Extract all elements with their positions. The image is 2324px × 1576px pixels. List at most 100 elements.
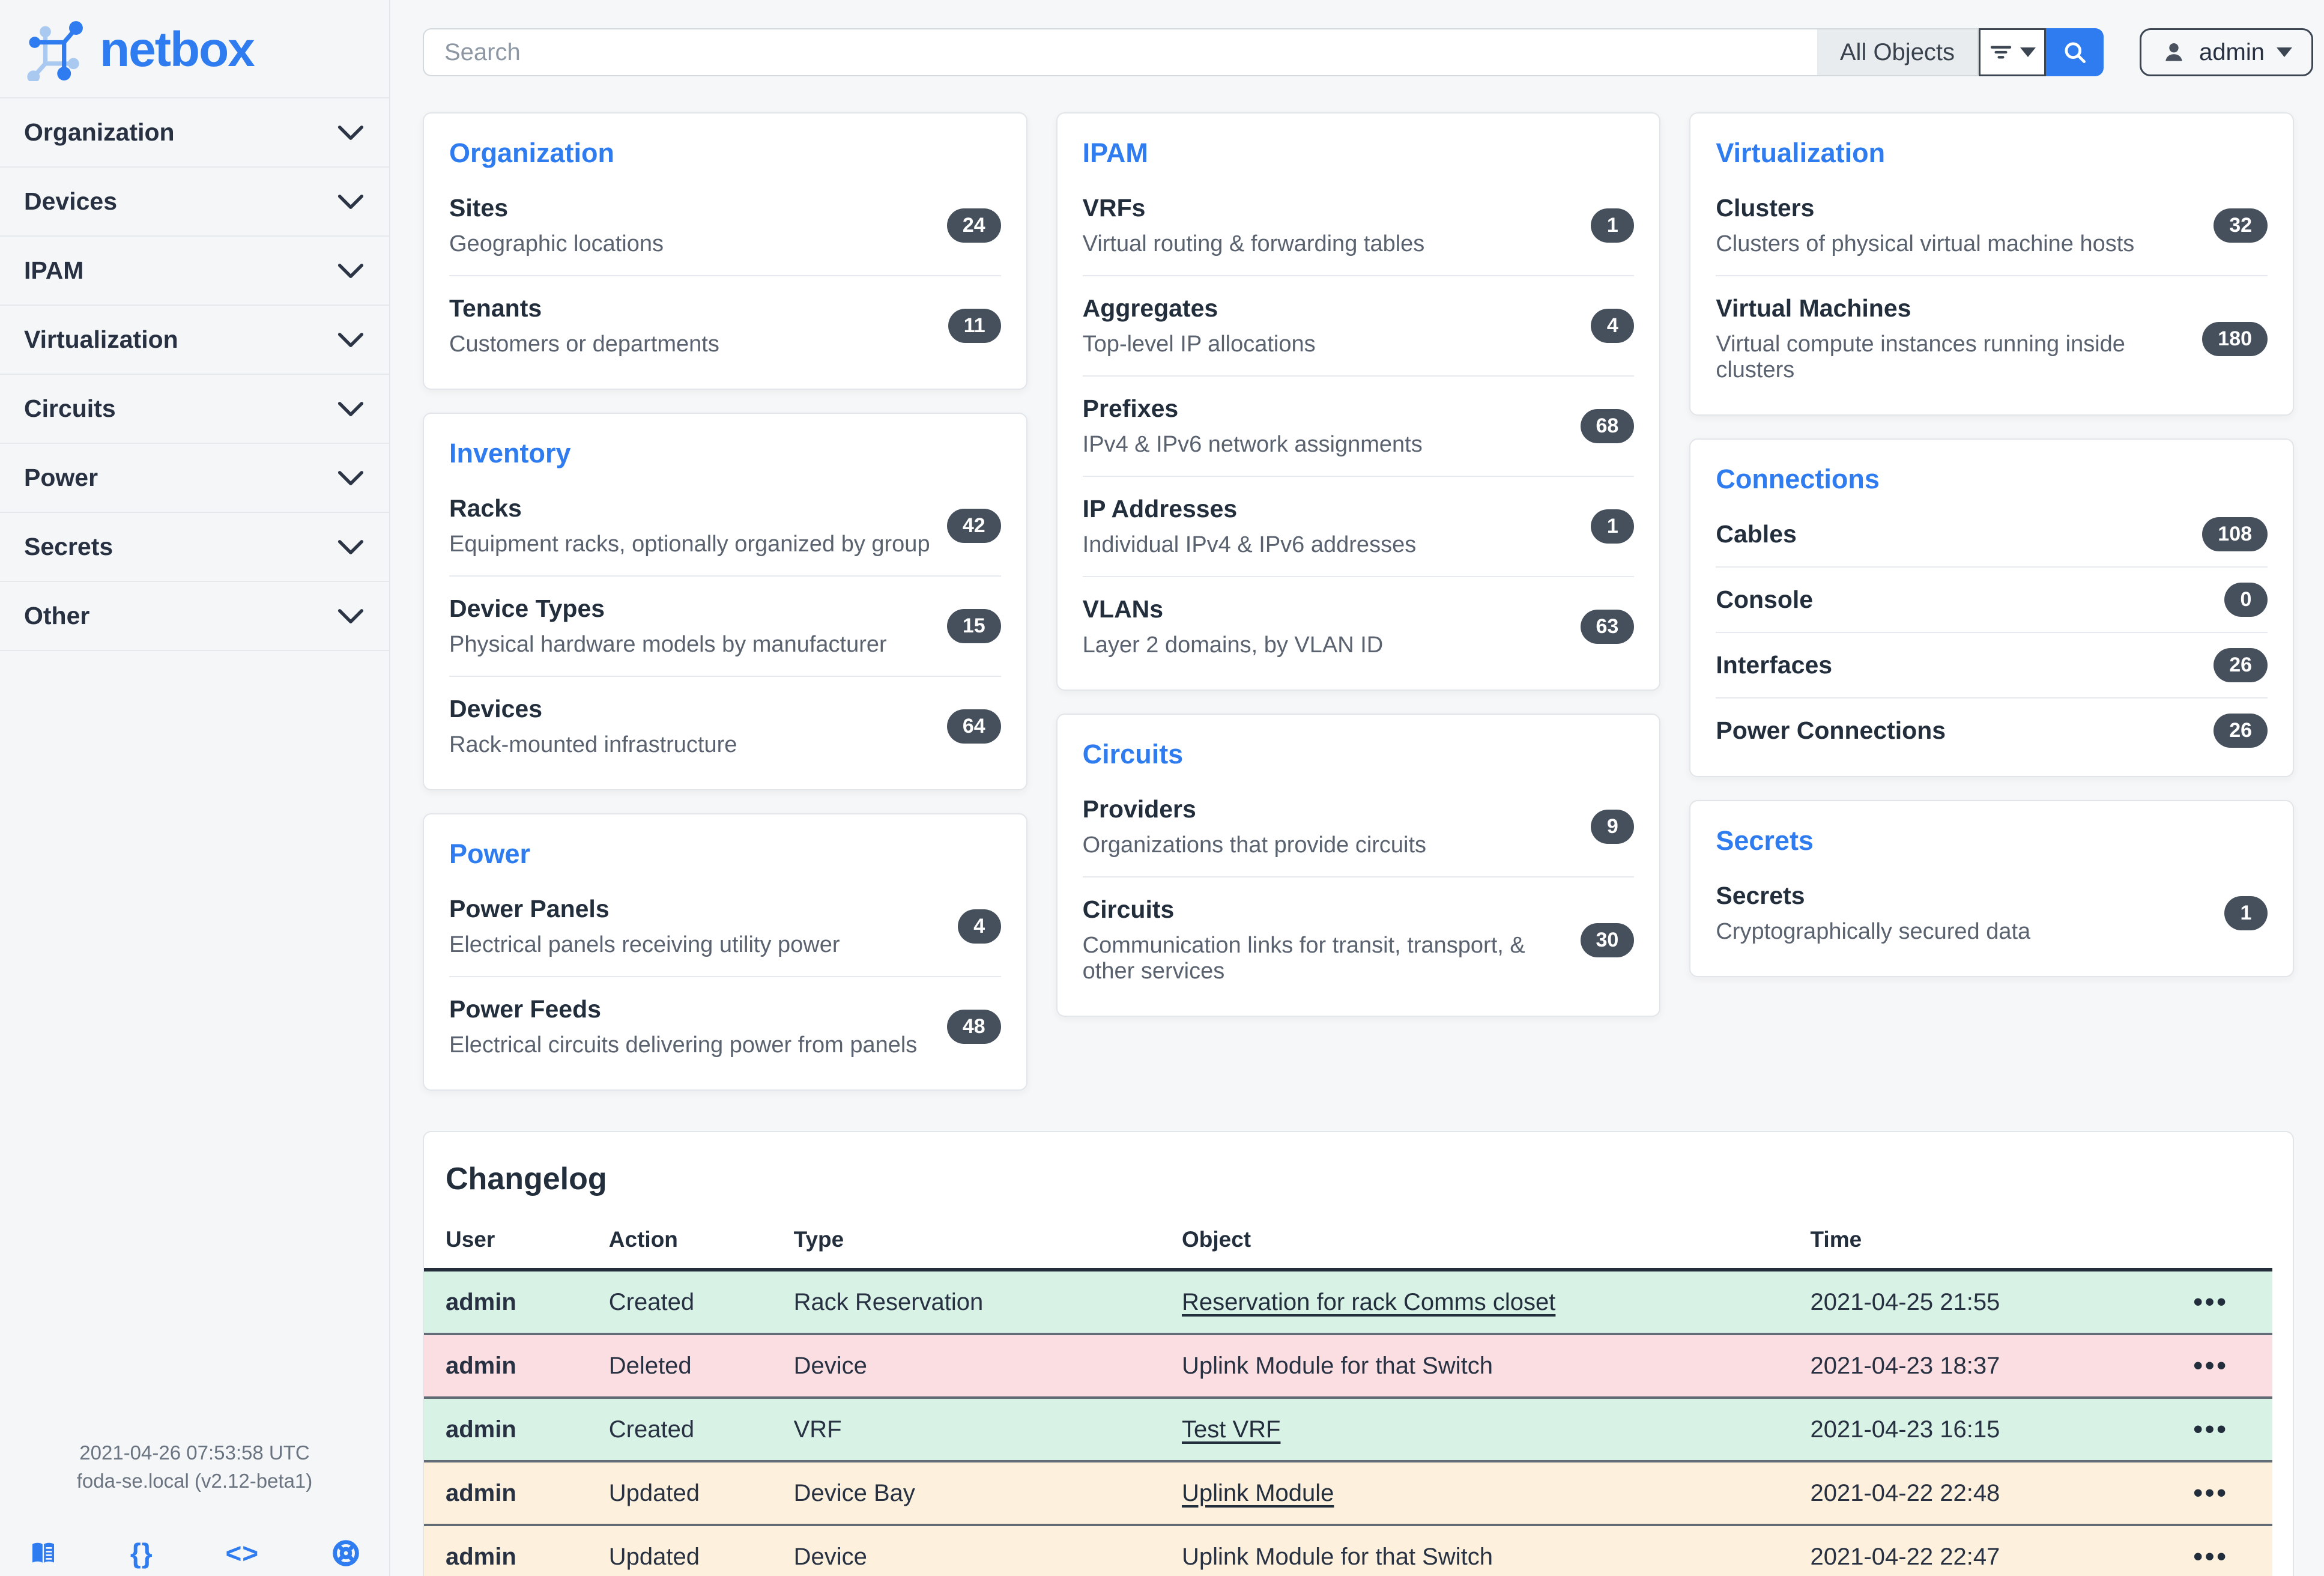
item-description: Electrical circuits delivering power fro… [449,1032,918,1058]
count-badge: 1 [1591,208,1635,243]
changelog-object-link[interactable]: Test VRF [1181,1416,1281,1443]
card-item-cables[interactable]: Cables 108 [1716,502,2268,566]
sidebar-item-label: Power [24,464,98,491]
changelog-action: Updated [608,1524,794,1576]
sidebar-item-virtualization[interactable]: Virtualization [0,306,389,375]
count-badge: 15 [946,609,1001,643]
card-power: Power Power Panels Electrical panels rec… [423,813,1027,1091]
item-description: Clusters of physical virtual machine hos… [1716,231,2135,256]
changelog-column-user: User [424,1227,609,1271]
count-badge: 180 [2202,321,2268,356]
card-item-aggregates[interactable]: Aggregates Top-level IP allocations 4 [1082,275,1635,375]
item-description: Electrical panels receiving utility powe… [449,932,840,957]
changelog-row-menu-button[interactable]: ••• [2161,1333,2272,1398]
item-label: Prefixes [1082,395,1179,422]
card-item-providers[interactable]: Providers Organizations that provide cir… [1083,777,1635,876]
chevron-down-icon [337,125,364,140]
changelog-row: admin Updated Device Uplink Module for t… [424,1524,2272,1576]
changelog-row-menu-button[interactable]: ••• [2161,1396,2272,1461]
card-item-circuits[interactable]: Circuits Communication links for transit… [1082,876,1635,1002]
sidebar-item-secrets[interactable]: Secrets [0,513,389,582]
item-label: Device Types [449,595,605,622]
changelog-object-link[interactable]: Uplink Module [1181,1479,1334,1506]
sidebar-item-ipam[interactable]: IPAM [0,237,389,306]
card-inventory: Inventory Racks Equipment racks, optiona… [423,413,1027,790]
item-label: Console [1716,586,1814,613]
changelog-object-link[interactable]: Reservation for rack Comms closet [1181,1288,1556,1315]
search-submit-button[interactable] [2046,28,2104,76]
card-item-secrets[interactable]: Secrets Cryptographically secured data 1 [1716,864,2268,963]
card-item-vlans[interactable]: VLANs Layer 2 domains, by VLAN ID 63 [1082,576,1635,676]
item-label: Secrets [1716,882,1805,909]
help-lifebuoy-icon[interactable] [331,1538,360,1569]
item-label: Cables [1716,520,1797,548]
count-badge: 1 [2224,896,2268,930]
count-badge: 0 [2224,583,2268,617]
sidebar-item-devices[interactable]: Devices [0,168,389,237]
api-braces-icon[interactable]: {} [130,1538,153,1569]
sidebar-item-other[interactable]: Other [0,582,389,651]
card-title: Connections [1716,464,1880,494]
card-title: Organization [449,138,615,168]
card-title: IPAM [1082,138,1148,168]
card-item-racks[interactable]: Racks Equipment racks, optionally organi… [449,476,1001,575]
changelog-user: admin [424,1524,609,1576]
card-item-interfaces[interactable]: Interfaces 26 [1716,632,2268,697]
search-input[interactable] [423,28,1817,76]
card-item-virtual-machines[interactable]: Virtual Machines Virtual compute instanc… [1716,275,2268,401]
count-badge: 24 [946,208,1001,243]
sidebar-item-power[interactable]: Power [0,444,389,513]
card-item-console[interactable]: Console 0 [1716,566,2268,632]
item-label: Racks [449,494,522,522]
sidebar-footer: 2021-04-26 07:53:58 UTC foda-se.local (v… [0,1439,389,1569]
grid-column-3: Virtualization Clusters Clusters of phys… [1689,112,2295,1091]
card-item-devices[interactable]: Devices Rack-mounted infrastructure 64 [449,676,1001,776]
changelog-row-menu-button[interactable]: ••• [2161,1524,2272,1576]
card-item-vrfs[interactable]: VRFs Virtual routing & forwarding tables… [1083,176,1635,275]
card-organization: Organization Sites Geographic locations … [423,112,1027,390]
card-item-prefixes[interactable]: Prefixes IPv4 & IPv6 network assignments… [1082,375,1635,476]
chevron-down-icon [2277,47,2292,57]
card-item-device-types[interactable]: Device Types Physical hardware models by… [449,575,1001,676]
dashboard-grid: Organization Sites Geographic locations … [423,112,2295,1091]
count-badge: 9 [1591,810,1635,844]
card-item-clusters[interactable]: Clusters Clusters of physical virtual ma… [1716,176,2268,275]
sidebar: netbox Organization Devices IPAM Virtual… [0,0,390,1576]
changelog-user: admin [424,1333,609,1398]
sidebar-item-label: Circuits [24,395,116,422]
docs-book-icon[interactable] [29,1538,58,1569]
netbox-logo[interactable]: netbox [0,0,389,97]
item-label: Interfaces [1716,651,1833,679]
changelog-action: Updated [608,1460,794,1525]
item-description: Equipment racks, optionally organized by… [449,532,930,557]
changelog-time: 2021-04-22 22:48 [1810,1460,2162,1525]
sidebar-item-circuits[interactable]: Circuits [0,375,389,444]
sidebar-item-label: Organization [24,118,175,146]
changelog-time: 2021-04-23 18:37 [1810,1333,2162,1398]
item-label: VLANs [1082,595,1164,623]
changelog-object-text: Uplink Module for that Switch [1181,1352,1493,1379]
count-badge: 30 [1580,923,1635,957]
item-label: Sites [449,194,508,222]
changelog-row-menu-button[interactable]: ••• [2161,1270,2272,1334]
card-item-sites[interactable]: Sites Geographic locations 24 [449,176,1001,275]
search-scope-label[interactable]: All Objects [1817,28,1979,76]
changelog-type: Device [793,1333,1182,1398]
changelog-row: admin Deleted Device Uplink Module for t… [424,1333,2272,1398]
card-item-tenants[interactable]: Tenants Customers or departments 11 [449,275,1001,375]
sidebar-item-label: Secrets [24,533,113,560]
user-menu-button[interactable]: admin [2140,28,2313,76]
count-badge: 63 [1580,610,1635,644]
card-item-power-panels[interactable]: Power Panels Electrical panels receiving… [449,877,1001,976]
code-icon[interactable]: <> [225,1538,259,1569]
changelog-row-menu-button[interactable]: ••• [2161,1460,2272,1525]
card-item-power-connections[interactable]: Power Connections 26 [1716,697,2268,763]
count-badge: 1 [1591,509,1635,544]
sidebar-item-organization[interactable]: Organization [0,98,389,168]
changelog-column-actions [2161,1227,2272,1271]
count-badge: 26 [2214,648,2268,682]
card-item-power-feeds[interactable]: Power Feeds Electrical circuits deliveri… [449,976,1001,1076]
object-type-filter-button[interactable] [1979,28,2047,76]
card-item-ip-addresses[interactable]: IP Addresses Individual IPv4 & IPv6 addr… [1082,476,1635,576]
changelog-object: Test VRF [1181,1396,1811,1461]
